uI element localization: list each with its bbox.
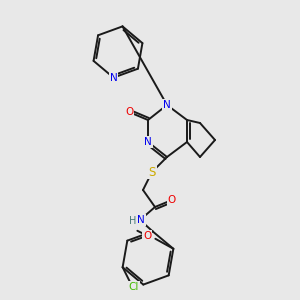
Text: O: O bbox=[143, 231, 152, 241]
Text: H: H bbox=[129, 216, 137, 226]
Text: O: O bbox=[125, 107, 133, 117]
Text: O: O bbox=[168, 195, 176, 205]
Text: N: N bbox=[110, 73, 117, 82]
Text: N: N bbox=[144, 137, 152, 147]
Text: S: S bbox=[148, 166, 156, 178]
Text: N: N bbox=[163, 100, 171, 110]
Text: N: N bbox=[137, 215, 145, 225]
Text: Cl: Cl bbox=[128, 282, 139, 292]
